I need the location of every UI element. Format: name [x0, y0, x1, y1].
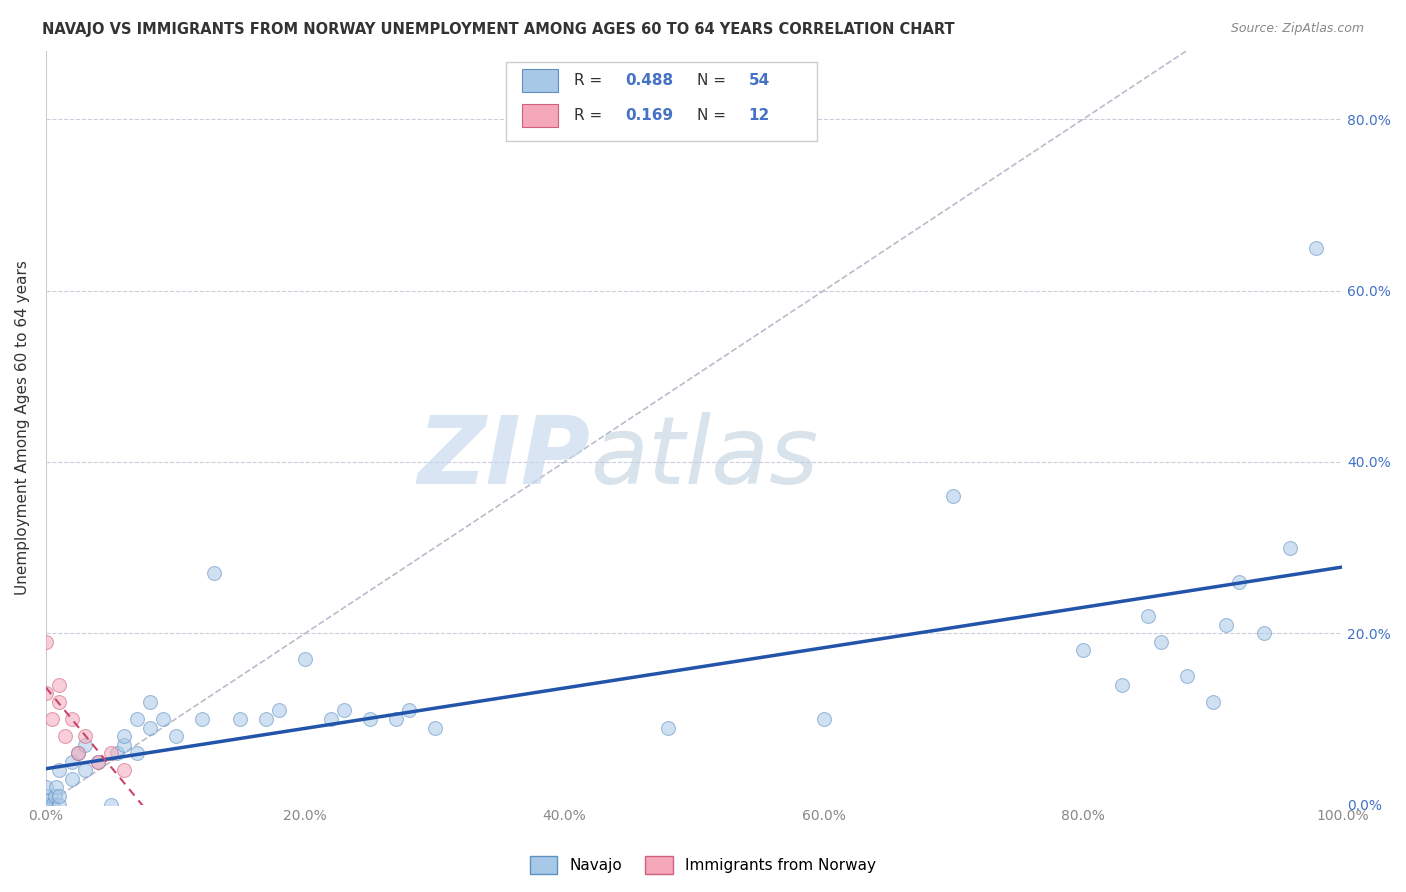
Point	[294, 652, 316, 666]
Point	[190, 712, 212, 726]
Point	[229, 712, 252, 726]
Point	[1150, 635, 1173, 649]
Point	[1175, 669, 1198, 683]
Text: 54: 54	[748, 73, 770, 88]
Point	[1305, 241, 1327, 255]
Point	[112, 738, 135, 752]
Point	[35, 686, 58, 700]
Point	[398, 703, 420, 717]
Point	[204, 566, 226, 581]
Text: N =: N =	[697, 108, 731, 123]
Point	[1201, 695, 1223, 709]
Point	[138, 721, 160, 735]
Point	[1227, 574, 1250, 589]
Point	[48, 789, 70, 803]
Point	[1279, 541, 1302, 555]
Point	[60, 712, 83, 726]
Point	[105, 746, 128, 760]
Point	[48, 678, 70, 692]
Point	[112, 764, 135, 778]
Point	[813, 712, 835, 726]
Text: 0.169: 0.169	[626, 108, 673, 123]
Point	[385, 712, 408, 726]
Point	[60, 755, 83, 769]
Point	[100, 797, 122, 812]
Point	[35, 797, 58, 812]
Point	[269, 703, 291, 717]
Point	[359, 712, 381, 726]
Point	[44, 789, 66, 803]
Point	[35, 793, 58, 807]
Point	[48, 764, 70, 778]
Text: N =: N =	[697, 73, 731, 88]
Point	[165, 729, 187, 743]
Y-axis label: Unemployment Among Ages 60 to 64 years: Unemployment Among Ages 60 to 64 years	[15, 260, 30, 595]
Point	[45, 780, 67, 795]
Point	[48, 797, 70, 812]
Point	[100, 746, 122, 760]
Point	[1253, 626, 1275, 640]
Point	[35, 789, 58, 803]
Point	[60, 772, 83, 786]
Point	[125, 712, 148, 726]
Text: Source: ZipAtlas.com: Source: ZipAtlas.com	[1230, 22, 1364, 36]
Text: ZIP: ZIP	[418, 412, 591, 504]
Point	[1136, 609, 1159, 624]
Point	[73, 764, 96, 778]
Text: atlas: atlas	[591, 412, 818, 503]
Point	[125, 746, 148, 760]
FancyBboxPatch shape	[506, 62, 817, 141]
Point	[152, 712, 174, 726]
Point	[423, 721, 446, 735]
Point	[55, 729, 77, 743]
Point	[41, 712, 63, 726]
Point	[112, 729, 135, 743]
Point	[35, 797, 58, 812]
Point	[657, 721, 679, 735]
Legend: Navajo, Immigrants from Norway: Navajo, Immigrants from Norway	[524, 850, 882, 880]
Point	[35, 797, 58, 812]
FancyBboxPatch shape	[522, 69, 558, 92]
Point	[942, 489, 965, 503]
Text: 0.488: 0.488	[626, 73, 673, 88]
Point	[254, 712, 277, 726]
Point	[35, 780, 58, 795]
Point	[67, 746, 90, 760]
Point	[35, 635, 58, 649]
Point	[321, 712, 343, 726]
Point	[1071, 643, 1094, 657]
Point	[73, 738, 96, 752]
Point	[87, 755, 110, 769]
Text: NAVAJO VS IMMIGRANTS FROM NORWAY UNEMPLOYMENT AMONG AGES 60 TO 64 YEARS CORRELAT: NAVAJO VS IMMIGRANTS FROM NORWAY UNEMPLO…	[42, 22, 955, 37]
Text: R =: R =	[574, 108, 606, 123]
Text: 12: 12	[748, 108, 770, 123]
Text: R =: R =	[574, 73, 606, 88]
Point	[1111, 678, 1133, 692]
Point	[67, 746, 90, 760]
Point	[48, 695, 70, 709]
Point	[87, 755, 110, 769]
Point	[73, 729, 96, 743]
Point	[1215, 617, 1237, 632]
Point	[138, 695, 160, 709]
Point	[41, 797, 63, 812]
FancyBboxPatch shape	[522, 103, 558, 127]
Point	[333, 703, 356, 717]
